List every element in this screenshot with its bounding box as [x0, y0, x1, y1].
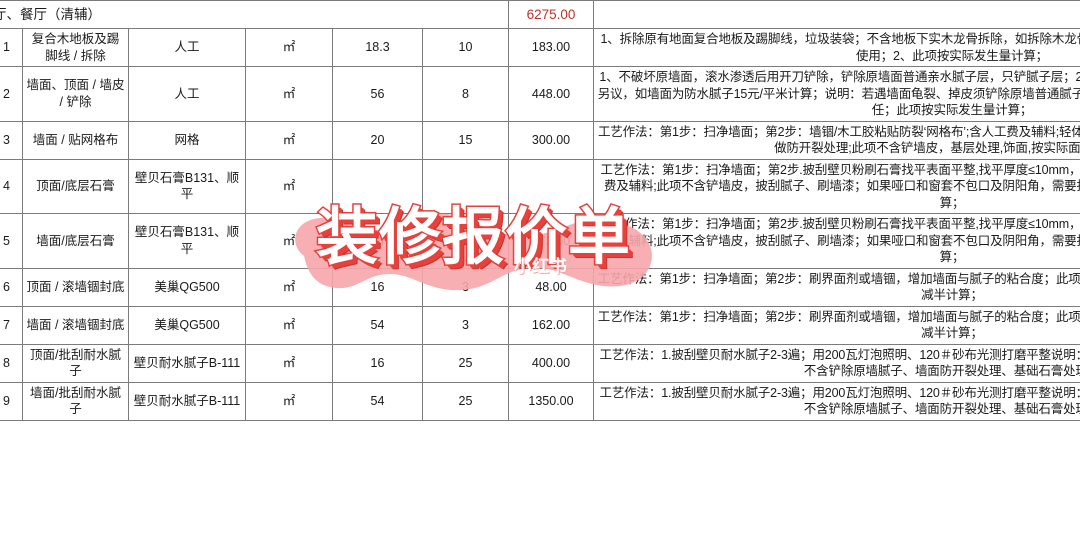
row-notes: 工艺作法：第1步：扫净墙面；第2步.披刮壁贝粉刷石膏找平表面平整,找平厚度≤10… [593, 158, 1080, 214]
row-brand: 壁贝耐水腻子B-111 [128, 381, 246, 421]
row-qty: 54 [332, 305, 423, 345]
row-brand: 网格 [128, 120, 246, 160]
row-notes: 工艺作法：第1步：扫净墙面；第2步：刷界面剂或墙锢，增加墙面与腻子的粘合度；此项… [593, 305, 1080, 345]
row-brand: 美巢QG500 [128, 305, 246, 345]
row-no: 8 [0, 343, 23, 383]
table-row[interactable]: 7 墙面 / 滚墙锢封底 美巢QG500 ㎡ 54 3 162.00 工艺作法：… [0, 305, 1080, 345]
row-price: 10 [422, 28, 509, 67]
row-price [422, 158, 509, 214]
table-row[interactable]: 3 墙面 / 贴网格布 网格 ㎡ 20 15 300.00 工艺作法：第1步：扫… [0, 120, 1080, 160]
row-no: 2 [0, 66, 23, 122]
row-unit: ㎡ [245, 381, 333, 421]
table-row[interactable]: 1 复合木地板及踢脚线 / 拆除 人工 ㎡ 18.3 10 183.00 1、拆… [0, 28, 1080, 67]
row-no: 5 [0, 213, 23, 269]
row-notes: 工艺作法：1.披刮壁贝耐水腻子2-3遍；用200瓦灯泡照明、120＃砂布光测打磨… [593, 343, 1080, 383]
row-brand: 壁贝石膏B131、顺平 [128, 158, 246, 214]
row-unit: ㎡ [245, 305, 333, 345]
section-summary-row: 厅、餐厅（清辅） 6275.00 [0, 0, 1080, 29]
row-unit: ㎡ [245, 66, 333, 122]
row-unit: ㎡ [245, 120, 333, 160]
row-amount: 448.00 [508, 66, 594, 122]
table-row[interactable]: 8 顶面/批刮耐水腻子 壁贝耐水腻子B-111 ㎡ 16 25 400.00 工… [0, 343, 1080, 383]
row-amount: 300.00 [508, 120, 594, 160]
row-price: 18 [422, 213, 509, 269]
row-qty: 56 [332, 66, 423, 122]
row-no: 6 [0, 267, 23, 307]
row-item: 墙面 / 滚墙锢封底 [22, 305, 129, 345]
row-item: 墙面 / 贴网格布 [22, 120, 129, 160]
section-total-amount: 6275.00 [508, 0, 594, 29]
row-notes: 工艺作法：第1步：扫净墙面；第2步.披刮壁贝粉刷石膏找平表面平整,找平厚度≤10… [593, 213, 1080, 269]
table-row[interactable]: 5 墙面/底层石膏 壁贝石膏B131、顺平 ㎡ 54 18 972.00 工艺作… [0, 213, 1080, 269]
row-item: 墙面/批刮耐水腻子 [22, 381, 129, 421]
row-item: 墙面、顶面 / 墙皮 / 铲除 [22, 66, 129, 122]
row-qty: 54 [332, 213, 423, 269]
row-price: 15 [422, 120, 509, 160]
row-qty: 16 [332, 343, 423, 383]
table-row[interactable]: 4 顶面/底层石膏 壁贝石膏B131、顺平 ㎡ 工艺作法：第1步：扫净墙面；第2… [0, 158, 1080, 214]
row-notes: 工艺作法：1.披刮壁贝耐水腻子2-3遍；用200瓦灯泡照明、120＃砂布光测打磨… [593, 381, 1080, 421]
row-no: 7 [0, 305, 23, 345]
row-amount [508, 158, 594, 214]
row-no: 9 [0, 381, 23, 421]
row-amount: 183.00 [508, 28, 594, 67]
row-notes: 1、拆除原有地面复合地板及踢脚线，垃圾装袋；不含地板下实木龙骨拆除，如拆除木龙骨… [593, 28, 1080, 67]
row-amount: 162.00 [508, 305, 594, 345]
row-unit: ㎡ [245, 343, 333, 383]
row-amount: 48.00 [508, 267, 594, 307]
row-qty: 16 [332, 267, 423, 307]
quote-table-wrapper: 厅、餐厅（清辅） 6275.00 1 复合木地板及踢脚线 / 拆除 人工 ㎡ 1… [0, 0, 1080, 421]
quotation-table-body: 厅、餐厅（清辅） 6275.00 1 复合木地板及踢脚线 / 拆除 人工 ㎡ 1… [0, 0, 1080, 421]
row-brand: 壁贝石膏B131、顺平 [128, 213, 246, 269]
table-row[interactable]: 9 墙面/批刮耐水腻子 壁贝耐水腻子B-111 ㎡ 54 25 1350.00 … [0, 381, 1080, 421]
row-price: 25 [422, 381, 509, 421]
row-item: 墙面/底层石膏 [22, 213, 129, 269]
row-price: 8 [422, 66, 509, 122]
row-price: 3 [422, 305, 509, 345]
row-qty [332, 158, 423, 214]
row-item: 顶面 / 滚墙锢封底 [22, 267, 129, 307]
row-no: 4 [0, 158, 23, 214]
row-price: 3 [422, 267, 509, 307]
row-unit: ㎡ [245, 28, 333, 67]
row-notes: 1、不破坏原墙面，滚水渗透后用开刀铲除，铲除原墙面普通亲水腻子层，只铲腻子层；2… [593, 66, 1080, 122]
row-amount: 972.00 [508, 213, 594, 269]
row-no: 3 [0, 120, 23, 160]
row-unit: ㎡ [245, 213, 333, 269]
row-price: 25 [422, 343, 509, 383]
quotation-table: 厅、餐厅（清辅） 6275.00 1 复合木地板及踢脚线 / 拆除 人工 ㎡ 1… [0, 0, 1080, 421]
row-qty: 54 [332, 381, 423, 421]
row-unit: ㎡ [245, 158, 333, 214]
row-notes: 工艺作法：第1步：扫净墙面；第2步：刷界面剂或墙锢，增加墙面与腻子的粘合度；此项… [593, 267, 1080, 307]
row-item: 顶面/批刮耐水腻子 [22, 343, 129, 383]
row-notes: 工艺作法：第1步：扫净墙面；第2步：墙锢/木工胶粘贴防裂‘网格布’;含人工费及辅… [593, 120, 1080, 160]
row-amount: 1350.00 [508, 381, 594, 421]
section-title: 厅、餐厅（清辅） [0, 0, 509, 29]
row-qty: 18.3 [332, 28, 423, 67]
row-unit: ㎡ [245, 267, 333, 307]
table-row[interactable]: 6 顶面 / 滚墙锢封底 美巢QG500 ㎡ 16 3 48.00 工艺作法：第… [0, 267, 1080, 307]
row-amount: 400.00 [508, 343, 594, 383]
row-item: 顶面/底层石膏 [22, 158, 129, 214]
row-brand: 美巢QG500 [128, 267, 246, 307]
row-qty: 20 [332, 120, 423, 160]
section-notes-blank [593, 0, 1080, 29]
row-no: 1 [0, 28, 23, 67]
row-brand: 人工 [128, 66, 246, 122]
row-brand: 人工 [128, 28, 246, 67]
row-brand: 壁贝耐水腻子B-111 [128, 343, 246, 383]
table-row[interactable]: 2 墙面、顶面 / 墙皮 / 铲除 人工 ㎡ 56 8 448.00 1、不破坏… [0, 66, 1080, 122]
row-item: 复合木地板及踢脚线 / 拆除 [22, 28, 129, 67]
